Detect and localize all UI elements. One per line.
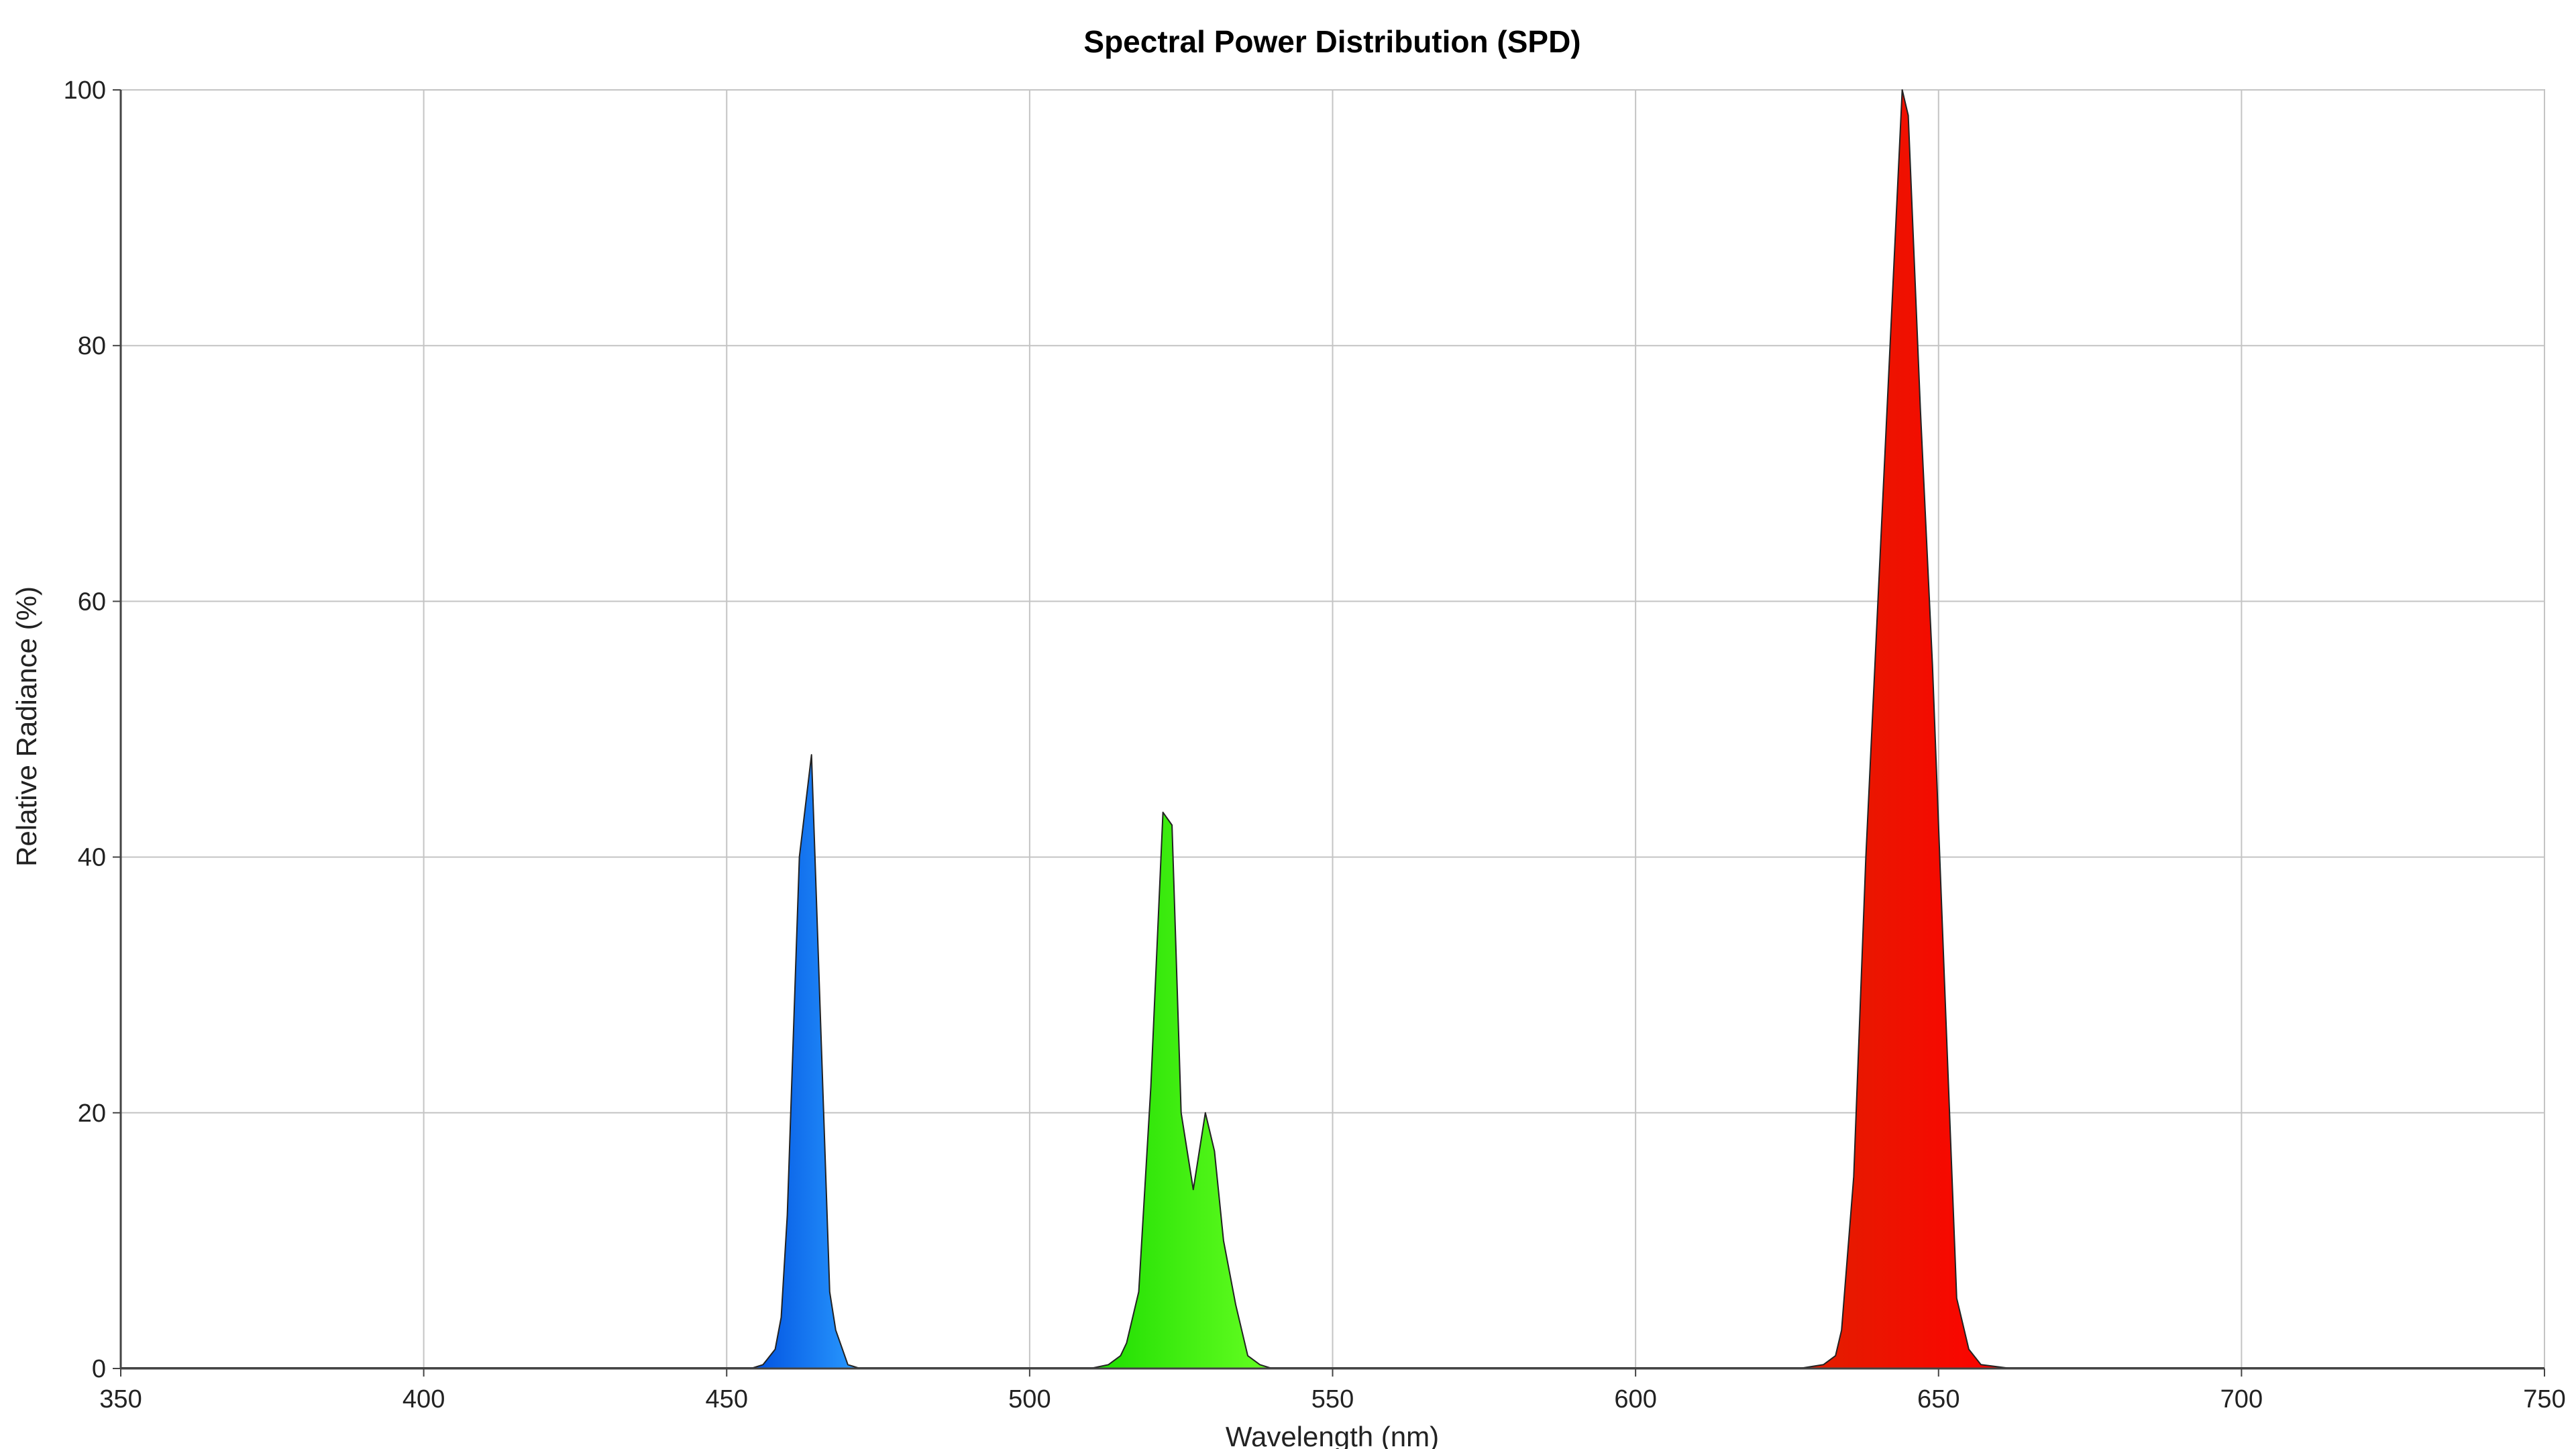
y-tick-label: 60	[78, 588, 106, 616]
x-tick-label: 350	[99, 1385, 142, 1413]
x-tick-label: 550	[1311, 1385, 1354, 1413]
x-tick-label: 500	[1008, 1385, 1051, 1413]
x-tick-label: 400	[402, 1385, 445, 1413]
x-tick-label: 650	[1917, 1385, 1960, 1413]
x-tick-label: 750	[2523, 1385, 2565, 1413]
chart-title: Spectral Power Distribution (SPD)	[1083, 24, 1580, 59]
tick-labels: 350 400 450 500 550 600 650 700 750 0 20 40 60 80 100	[64, 76, 2566, 1413]
y-tick-label: 20	[78, 1099, 106, 1128]
y-tick-label: 0	[92, 1355, 106, 1383]
y-axis-label: Relative Radiance (%)	[11, 586, 42, 867]
spd-peak-area	[1799, 89, 2012, 1369]
y-tick-label: 80	[78, 332, 106, 360]
x-tick-label: 700	[2220, 1385, 2263, 1413]
axes	[113, 89, 2545, 1377]
x-tick-label: 450	[706, 1385, 748, 1413]
y-tick-label: 100	[64, 76, 106, 105]
y-tick-label: 40	[78, 844, 106, 872]
x-axis-label: Wavelength (nm)	[1226, 1421, 1439, 1449]
spd-peak-area	[1089, 811, 1273, 1369]
spd-peak-area	[750, 754, 861, 1369]
grid-lines	[120, 89, 2545, 1369]
x-tick-label: 600	[1614, 1385, 1656, 1413]
